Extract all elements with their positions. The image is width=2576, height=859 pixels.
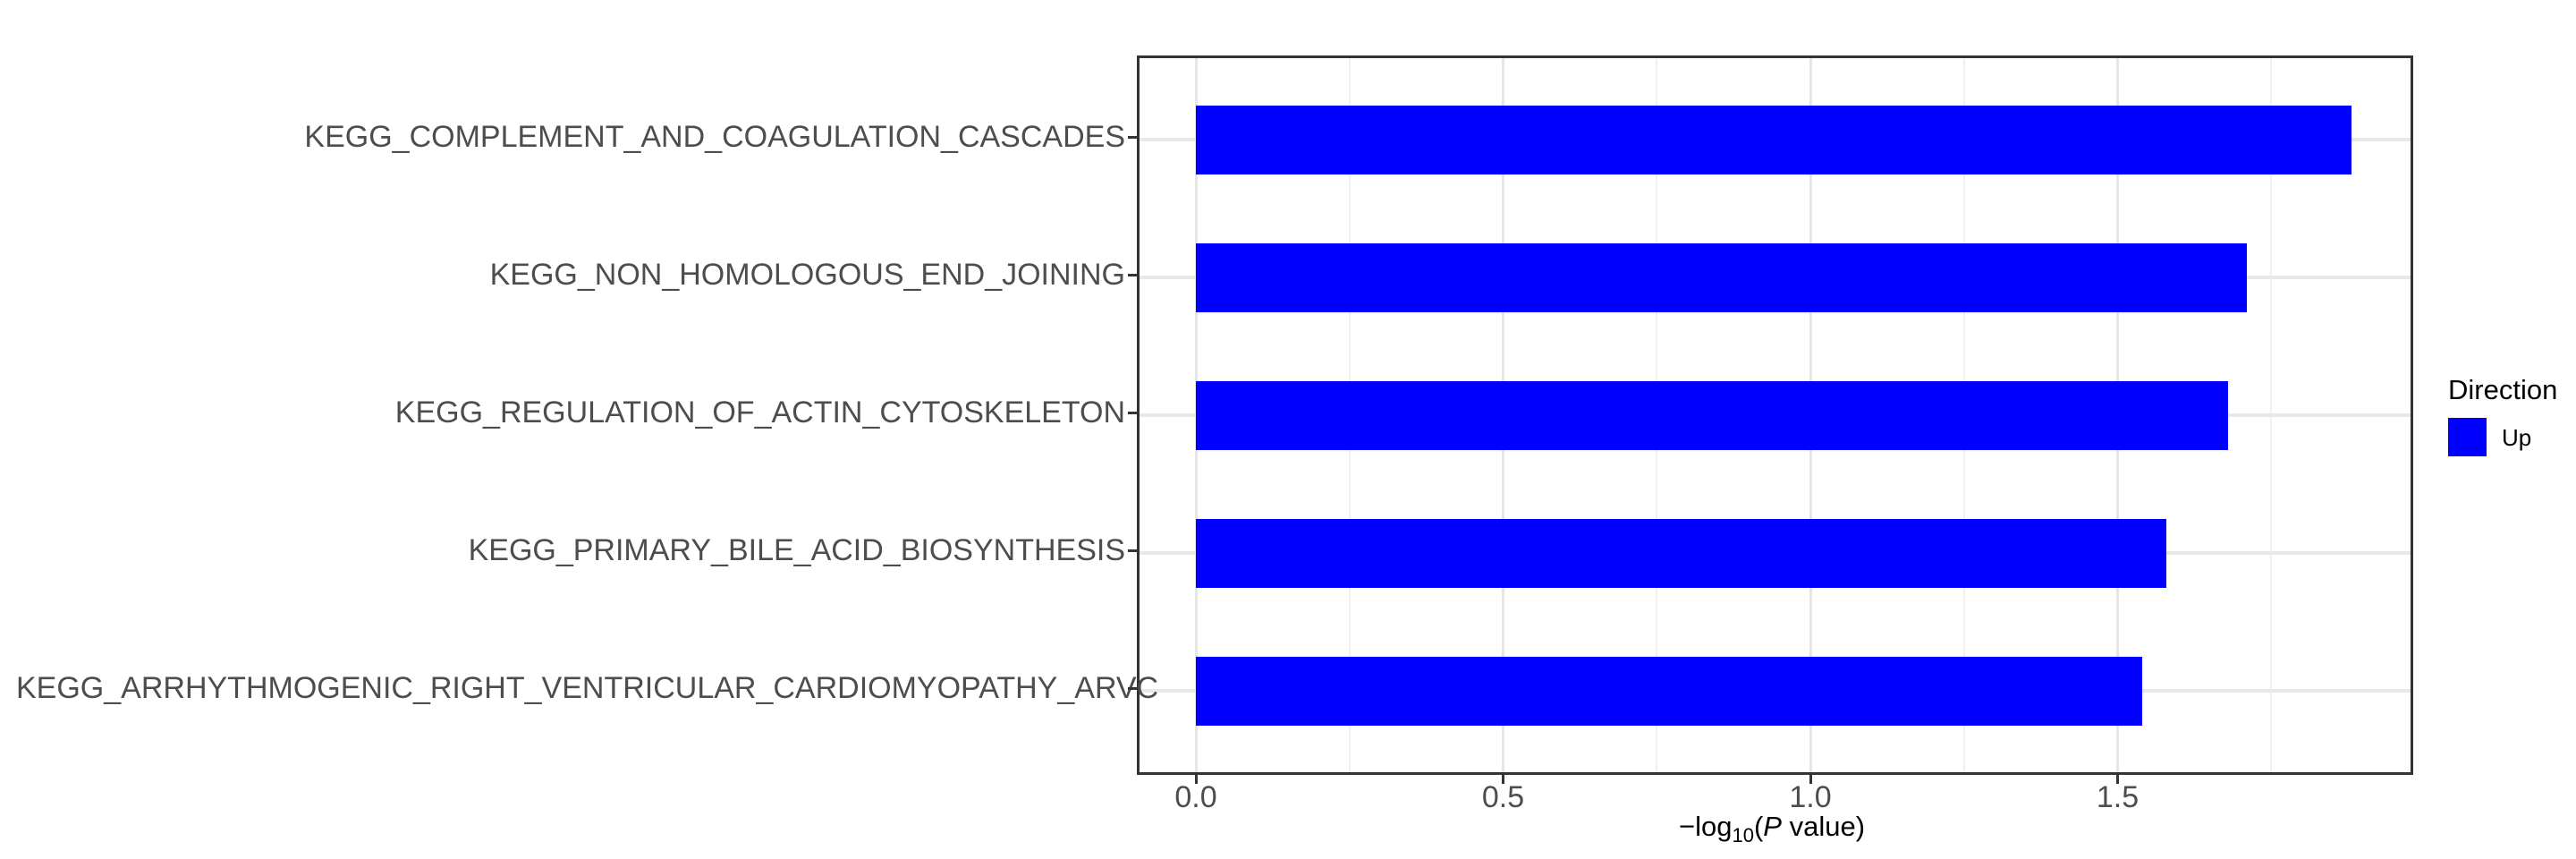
x-axis-tick-label: 0.5 xyxy=(1481,780,1525,814)
bar xyxy=(1196,242,2247,312)
plot-panel xyxy=(1137,55,2413,775)
y-axis-label: KEGG_NON_HOMOLOGOUS_END_JOINING xyxy=(489,258,1125,292)
y-axis-tick xyxy=(1128,412,1137,414)
x-axis-tick xyxy=(2116,775,2119,784)
legend-entry-label: Up xyxy=(2502,424,2532,451)
legend-entry-up: Up xyxy=(2448,418,2557,456)
legend-title: Direction xyxy=(2448,374,2558,405)
x-axis-title-variable: P xyxy=(1763,811,1782,842)
x-axis-tick-label: 0.0 xyxy=(1174,780,1217,814)
x-axis-title-subscript: 10 xyxy=(1732,824,1754,846)
y-axis-label: KEGG_REGULATION_OF_ACTIN_CYTOSKELETON xyxy=(394,395,1125,430)
x-axis-tick-label: 1.5 xyxy=(2096,780,2140,814)
legend: Direction Up xyxy=(2448,374,2557,456)
legend-key-swatch xyxy=(2448,418,2487,456)
bar xyxy=(1196,380,2228,450)
x-axis-title-suffix: value) xyxy=(1781,811,1866,842)
y-axis-tick xyxy=(1128,274,1137,276)
y-axis-label: KEGG_ARRHYTHMOGENIC_RIGHT_VENTRICULAR_CA… xyxy=(16,671,1159,705)
x-axis-tick xyxy=(1194,775,1198,784)
bar xyxy=(1196,656,2142,726)
y-axis-label: KEGG_COMPLEMENT_AND_COAGULATION_CASCADES xyxy=(304,120,1125,154)
y-axis-tick xyxy=(1128,136,1137,139)
x-axis-tick-label: 1.0 xyxy=(1789,780,1832,814)
y-axis-tick xyxy=(1128,687,1137,690)
bar xyxy=(1196,105,2351,174)
x-axis-title: −log10(P value) xyxy=(1593,811,1951,846)
bar xyxy=(1196,518,2166,588)
x-axis-tick xyxy=(1502,775,1504,784)
y-axis-tick xyxy=(1128,549,1137,552)
y-axis-label: KEGG_PRIMARY_BILE_ACID_BIOSYNTHESIS xyxy=(468,533,1125,567)
x-axis-tick xyxy=(1809,775,1812,784)
x-axis-title-paren: ( xyxy=(1753,811,1764,842)
x-axis-title-prefix: −log xyxy=(1678,811,1733,842)
